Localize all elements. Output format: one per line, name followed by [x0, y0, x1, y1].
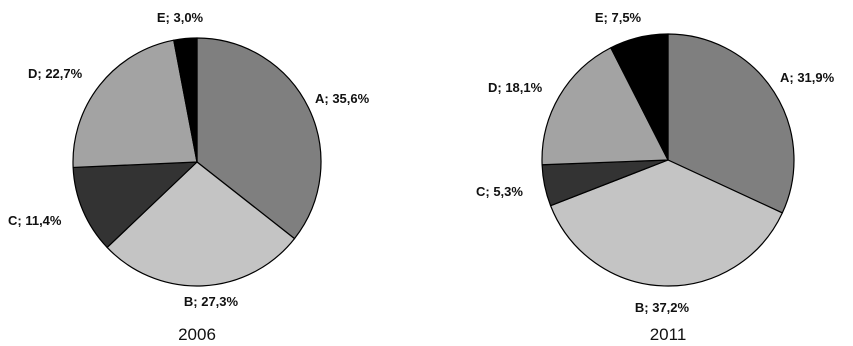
pie-slice-e — [610, 33, 669, 161]
pie-slice-a — [667, 33, 795, 214]
pie-slice-d — [541, 47, 669, 166]
pie-slice-b — [106, 161, 296, 287]
slice-label-e: E; 3,0% — [157, 10, 204, 25]
slice-label-d: D; 22,7% — [28, 66, 83, 81]
pie-slice-b — [549, 159, 783, 287]
slice-label-b: B; 37,2% — [635, 300, 690, 315]
year-caption: 2011 — [650, 325, 687, 344]
slice-label-a: A; 31,9% — [780, 70, 835, 85]
slice-label-e: E; 7,5% — [595, 10, 642, 25]
pie-slice-a — [196, 37, 322, 240]
pie-slice-c — [72, 161, 198, 249]
slice-label-c: C; 5,3% — [476, 184, 523, 199]
slice-label-b: B; 27,3% — [184, 294, 239, 309]
pie-chart-2006: A; 35,6% B; 27,3% C; 11,4% D; 22,7% E; 3,0% 2… — [8, 10, 370, 344]
pie-slice-e — [173, 37, 198, 163]
pie-chart-2011: A; 31,9% B; 37,2% C; 5,3% D; 18,1% E; 7,5% 20… — [476, 10, 835, 344]
slice-label-d: D; 18,1% — [488, 80, 543, 95]
pie-slice-d — [72, 39, 198, 169]
slice-label-c: C; 11,4% — [8, 213, 62, 228]
slice-label-a: A; 35,6% — [315, 91, 370, 106]
year-caption: 2006 — [178, 325, 216, 344]
